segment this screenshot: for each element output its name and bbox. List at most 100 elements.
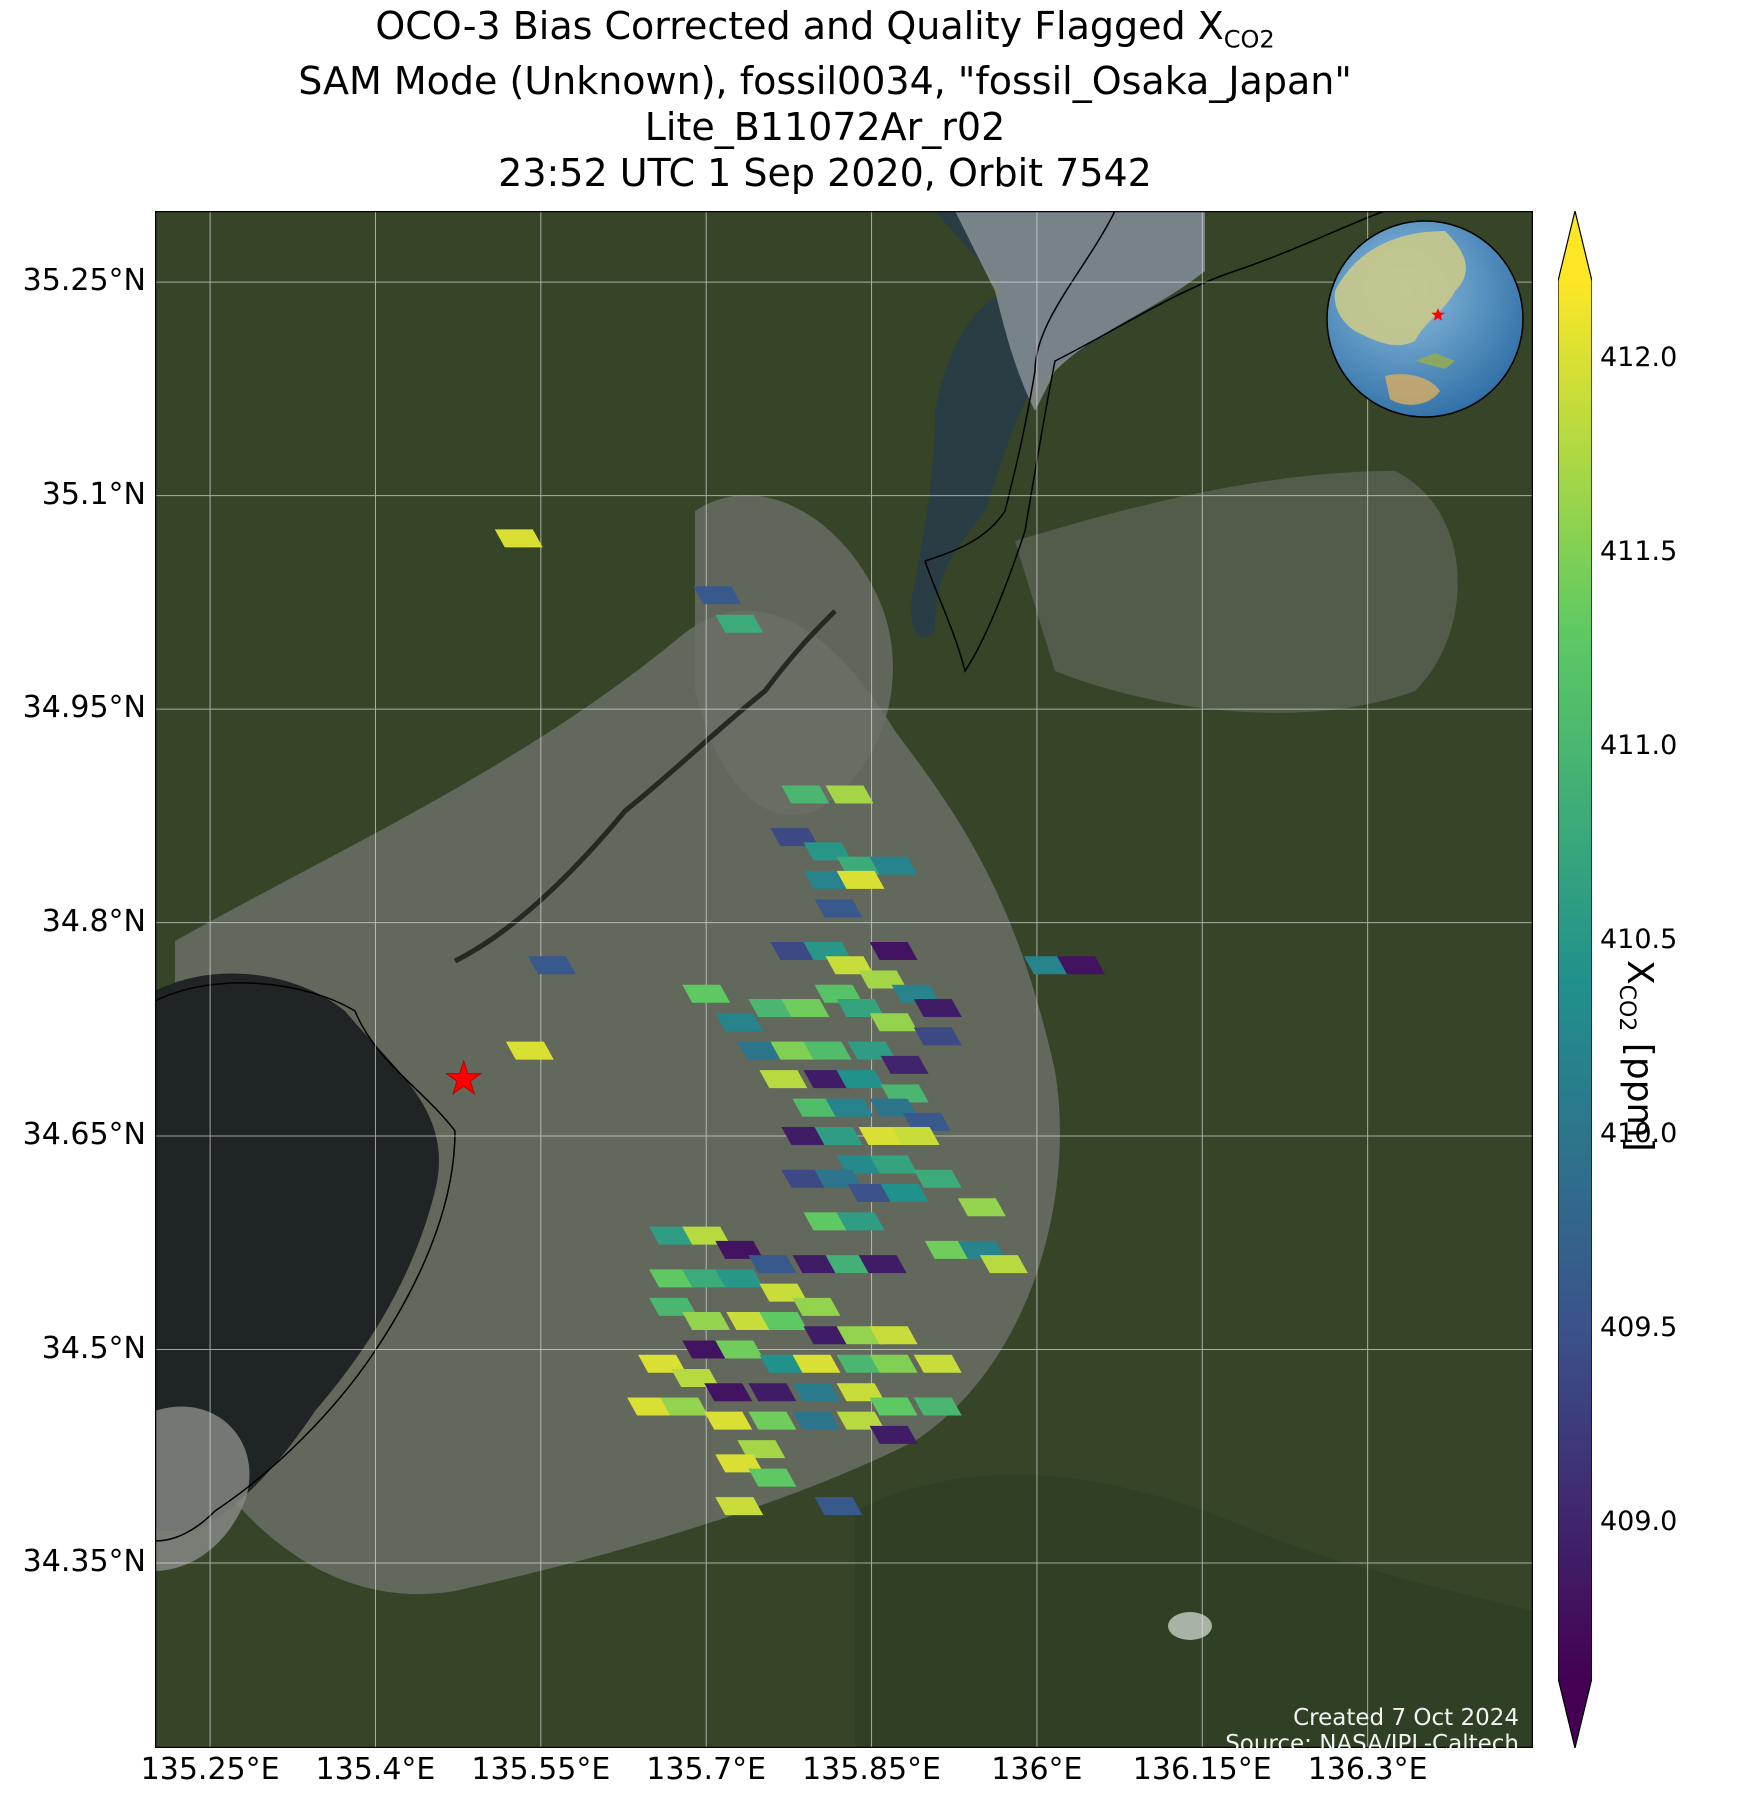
sounding-50 [913, 1169, 962, 1188]
sounding-92 [836, 1383, 885, 1402]
sounding-24 [715, 1013, 764, 1032]
sounding-94 [913, 1397, 962, 1416]
plot-title-line3: Lite_B11072Ar_r02 [644, 105, 1006, 149]
cbar-tick-5: 409.5 [1600, 1311, 1678, 1343]
target-star-icon [445, 1059, 483, 1095]
globe-star-icon [1431, 308, 1445, 321]
sounding-38 [836, 1070, 885, 1089]
globe-continent-australia [1385, 374, 1440, 405]
lake-biwa-shoreline [924, 211, 1386, 673]
sounding-67 [748, 1255, 797, 1274]
sounding-23 [682, 984, 731, 1003]
sounding-35 [880, 1055, 929, 1074]
sounding-73 [649, 1297, 698, 1316]
sounding-106 [814, 1497, 863, 1516]
sounding-43 [902, 1112, 951, 1131]
sounding-91 [792, 1383, 841, 1402]
sounding-2 [715, 614, 764, 633]
cbar-tick-2: 411.0 [1600, 729, 1678, 761]
sounding-96 [660, 1397, 709, 1416]
sounding-99 [792, 1411, 841, 1430]
colorbar-extend-min [1558, 1678, 1592, 1748]
sounding-17 [891, 984, 940, 1003]
created-credit: Created 7 Oct 2024 [1293, 1705, 1519, 1731]
sounding-41 [825, 1098, 874, 1117]
sounding-15 [869, 942, 918, 961]
sounding-42 [869, 1098, 918, 1117]
lon-tick-5: 136°E [991, 1752, 1083, 1787]
plot-title-line2: SAM Mode (Unknown), fossil0034, "fossil_… [298, 59, 1352, 103]
sounding-39 [880, 1084, 929, 1103]
sounding-5 [770, 828, 819, 847]
globe-islands [1415, 353, 1455, 369]
sounding-90 [748, 1383, 797, 1402]
sounding-66 [715, 1240, 764, 1259]
sounding-74 [682, 1312, 731, 1331]
sounding-105 [715, 1497, 764, 1516]
lat-tick-4: 34.65°N [22, 1117, 146, 1153]
coastline [155, 982, 456, 1542]
map-frame [155, 211, 1533, 1748]
cbar-tick-4: 410.0 [1600, 1117, 1678, 1149]
sounding-55 [957, 1198, 1006, 1217]
snow-peak [1168, 1612, 1212, 1640]
sounding-11 [814, 899, 863, 918]
sounding-30 [913, 1027, 962, 1046]
mountains-south [855, 1474, 1533, 1748]
sounding-47 [891, 1127, 940, 1146]
sounding-13 [803, 942, 852, 961]
sounding-29 [869, 1013, 918, 1032]
gridlines [155, 211, 1533, 1748]
sounding-101 [869, 1425, 918, 1444]
sounding-87 [638, 1354, 687, 1373]
lon-tick-6: 136.15°E [1132, 1752, 1272, 1787]
xco2-soundings [494, 529, 1106, 1516]
lat-tick-3: 34.8°N [41, 903, 146, 939]
lat-tick-0: 35.25°N [22, 263, 146, 299]
colorbar-label: XCO2 [ppm] [1613, 960, 1660, 1152]
lon-tick-1: 135.4°E [315, 1752, 436, 1787]
sounding-93 [869, 1397, 918, 1416]
colorbar-gradient [1558, 281, 1592, 1678]
lake-biwa-haze [955, 211, 1205, 411]
cbar-tick-0: 412.0 [1600, 341, 1678, 373]
sounding-20 [1057, 956, 1106, 975]
lat-tick-6: 34.35°N [22, 1543, 146, 1579]
sounding-102 [737, 1440, 786, 1459]
sounding-36 [759, 1070, 808, 1089]
lon-tick-0: 135.25°E [140, 1752, 280, 1787]
sounding-63 [858, 1255, 907, 1274]
sounding-65 [682, 1226, 731, 1245]
sounding-45 [814, 1127, 863, 1146]
sounding-76 [759, 1312, 808, 1331]
sounding-10 [836, 870, 885, 889]
sounding-70 [715, 1269, 764, 1288]
sounding-103 [715, 1454, 764, 1473]
sounding-97 [704, 1411, 753, 1430]
cbar-tick-6: 409.0 [1600, 1505, 1678, 1537]
sounding-71 [759, 1283, 808, 1302]
sounding-3 [781, 785, 830, 804]
plot-title-line4: 23:52 UTC 1 Sep 2020, Orbit 7542 [498, 151, 1152, 195]
cbar-tick-3: 410.5 [1600, 923, 1678, 955]
map-panel [155, 211, 1533, 1748]
sounding-60 [979, 1255, 1028, 1274]
lon-tick-7: 136.3°E [1307, 1752, 1428, 1787]
lon-tick-2: 135.55°E [471, 1752, 611, 1787]
inset-globe [1326, 220, 1524, 418]
sounding-86 [913, 1354, 962, 1373]
sounding-8 [869, 856, 918, 875]
sounding-49 [869, 1155, 918, 1174]
sounding-27 [814, 984, 863, 1003]
lon-tick-3: 135.7°E [646, 1752, 767, 1787]
sounding-52 [814, 1169, 863, 1188]
globe-continent-asia [1334, 231, 1466, 346]
source-credit: Source: NASA/JPL-Caltech [1225, 1731, 1519, 1757]
sounding-83 [792, 1354, 841, 1373]
sounding-6 [803, 842, 852, 861]
sounding-89 [704, 1383, 753, 1402]
sounding-59 [957, 1240, 1006, 1259]
colorbar-extend-max [1558, 211, 1592, 281]
sounding-16 [858, 970, 907, 989]
sounding-98 [748, 1411, 797, 1430]
